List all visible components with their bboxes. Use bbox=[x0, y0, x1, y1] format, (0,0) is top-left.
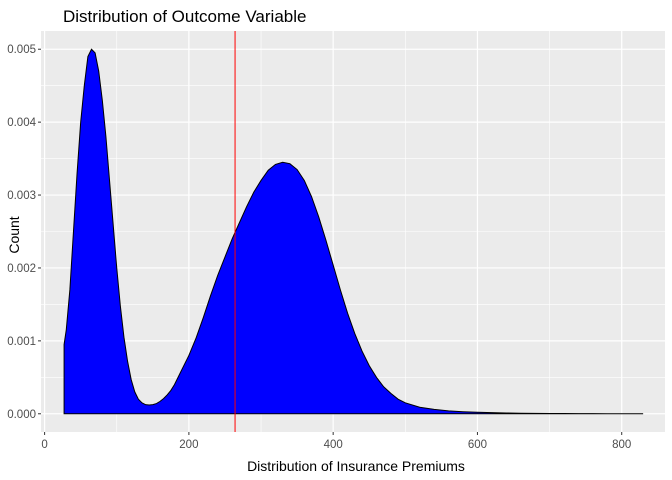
x-tick-label: 200 bbox=[179, 439, 198, 451]
x-axis-ticks: 0 200 400 600 800 bbox=[41, 432, 631, 451]
y-tick-label: 0.002 bbox=[7, 263, 36, 275]
y-axis-ticks: 0.000 0.001 0.002 0.003 0.004 0.005 bbox=[7, 44, 41, 421]
y-tick-label: 0.000 bbox=[7, 409, 36, 421]
y-axis-title: Count bbox=[6, 216, 22, 253]
x-axis-title: Distribution of Insurance Premiums bbox=[247, 458, 465, 474]
y-tick-label: 0.003 bbox=[7, 190, 36, 202]
x-tick-label: 400 bbox=[324, 439, 343, 451]
y-tick-label: 0.005 bbox=[7, 44, 36, 56]
x-tick-label: 600 bbox=[468, 439, 487, 451]
y-tick-label: 0.001 bbox=[7, 336, 36, 348]
x-tick-label: 0 bbox=[41, 439, 47, 451]
density-area bbox=[63, 48, 644, 415]
y-tick-label: 0.004 bbox=[7, 117, 36, 129]
x-tick-label: 800 bbox=[612, 439, 631, 451]
chart-title: Distribution of Outcome Variable bbox=[63, 7, 306, 26]
